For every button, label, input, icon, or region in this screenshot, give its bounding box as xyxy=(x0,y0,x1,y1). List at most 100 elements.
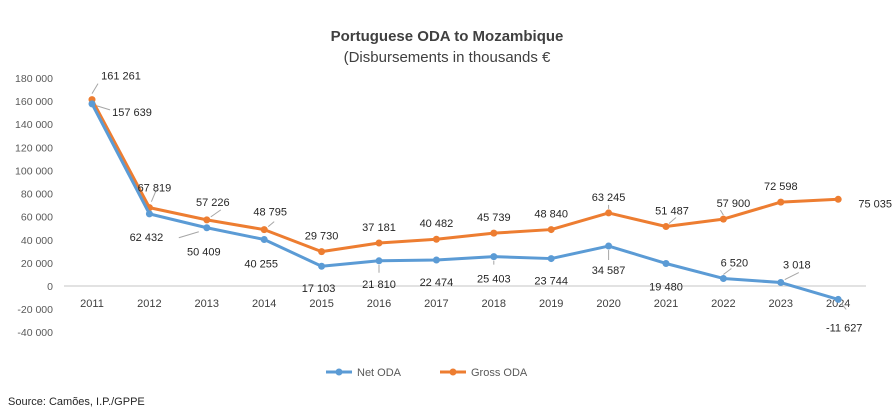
data-label-leader-line xyxy=(840,303,847,310)
gross-oda-point xyxy=(318,248,326,256)
legend-label-gross-oda: Gross ODA xyxy=(471,367,528,379)
data-label-leader-line xyxy=(91,83,99,94)
gross-oda-point xyxy=(777,198,785,206)
net-oda-point xyxy=(662,259,670,267)
y-tick-label: 80 000 xyxy=(21,189,53,201)
gross-oda-data-label: 57 900 xyxy=(717,198,751,210)
net-oda-data-label: 21 810 xyxy=(362,279,396,291)
net-oda-data-label: 157 639 xyxy=(112,107,152,119)
gross-oda-data-label: 67 819 xyxy=(138,183,172,195)
gross-oda-point xyxy=(203,216,211,224)
gross-oda-point xyxy=(260,226,268,234)
net-oda-data-label: 34 587 xyxy=(592,265,626,277)
legend-swatch-marker xyxy=(335,368,343,376)
y-tick-label: 140 000 xyxy=(15,119,53,131)
chart-title: Portuguese ODA to Mozambique xyxy=(331,28,564,45)
gross-oda-data-label: 29 730 xyxy=(305,231,339,243)
net-oda-data-label: -11 627 xyxy=(826,322,863,334)
x-tick-label: 2019 xyxy=(539,298,563,310)
gross-oda-data-label: 75 035 xyxy=(858,198,892,210)
net-oda-point xyxy=(203,224,211,232)
y-tick-label: 60 000 xyxy=(21,212,53,224)
x-tick-label: 2021 xyxy=(654,298,678,310)
x-tick-label: 2023 xyxy=(769,298,793,310)
gross-oda-data-label: 40 482 xyxy=(420,218,454,230)
x-tick-label: 2020 xyxy=(596,298,620,310)
y-tick-label: 0 xyxy=(47,281,53,293)
x-tick-label: 2018 xyxy=(482,298,506,310)
net-oda-point xyxy=(88,100,96,108)
gross-oda-data-label: 57 226 xyxy=(196,197,230,209)
gross-oda-data-label: 51 487 xyxy=(655,206,689,218)
legend-swatch-marker xyxy=(449,368,457,376)
gross-oda-data-label: 45 739 xyxy=(477,212,511,224)
gross-oda-data-label: 48 795 xyxy=(253,207,287,219)
y-tick-label: 120 000 xyxy=(15,142,53,154)
net-oda-data-label: 62 432 xyxy=(130,232,164,244)
net-oda-point xyxy=(432,256,440,264)
net-oda-point xyxy=(375,257,383,265)
net-oda-data-label: 6 520 xyxy=(721,257,749,269)
net-oda-point xyxy=(834,295,842,303)
y-tick-label: -40 000 xyxy=(17,327,53,339)
net-oda-data-label: 50 409 xyxy=(187,247,221,259)
net-oda-data-label: 3 018 xyxy=(783,260,811,272)
net-oda-line xyxy=(90,103,839,301)
x-tick-label: 2012 xyxy=(137,298,161,310)
y-tick-label: -20 000 xyxy=(17,304,53,316)
y-tick-label: 20 000 xyxy=(21,258,53,270)
data-label-leader-line xyxy=(784,272,800,280)
gross-oda-point xyxy=(662,223,670,231)
y-tick-label: 40 000 xyxy=(21,235,53,247)
legend-label-net-oda: Net ODA xyxy=(357,367,402,379)
gross-oda-data-label: 72 598 xyxy=(764,181,798,193)
y-tick-label: 180 000 xyxy=(15,73,53,85)
y-tick-label: 100 000 xyxy=(15,165,53,177)
x-tick-label: 2017 xyxy=(424,298,448,310)
gross-oda-data-label: 48 840 xyxy=(534,209,568,221)
net-oda-point xyxy=(719,274,727,282)
data-label-leader-line xyxy=(719,209,724,216)
gross-oda-point xyxy=(375,239,383,247)
x-tick-label: 2015 xyxy=(309,298,333,310)
x-tick-label: 2022 xyxy=(711,298,735,310)
net-oda-data-label: 17 103 xyxy=(302,283,336,295)
source-note: Source: Camões, I.P./GPPE xyxy=(8,396,145,408)
net-oda-point xyxy=(490,253,498,261)
net-oda-data-label: 25 403 xyxy=(477,274,511,286)
gross-oda-data-label: 161 261 xyxy=(101,71,141,83)
net-oda-data-label: 40 255 xyxy=(244,258,278,270)
gross-oda-data-label: 37 181 xyxy=(362,222,396,234)
net-oda-point xyxy=(547,255,555,263)
net-oda-point xyxy=(318,262,326,270)
net-oda-data-label: 23 744 xyxy=(534,276,568,288)
y-tick-label: 160 000 xyxy=(15,96,53,108)
gross-oda-point xyxy=(490,229,498,237)
data-label-leader-line xyxy=(178,231,199,239)
net-oda-data-label: 22 474 xyxy=(420,277,454,289)
data-label-leader-line xyxy=(96,105,111,111)
data-label-leader-line xyxy=(210,209,222,218)
data-label-leader-line xyxy=(723,268,732,275)
gross-oda-point xyxy=(432,235,440,243)
net-oda-point xyxy=(605,242,613,250)
x-tick-label: 2014 xyxy=(252,298,276,310)
gross-oda-point xyxy=(834,195,842,203)
net-oda-point xyxy=(145,210,153,218)
net-oda-point xyxy=(777,279,785,287)
gross-oda-point xyxy=(719,215,727,223)
data-label-leader-line xyxy=(668,217,677,224)
gross-oda-data-label: 63 245 xyxy=(592,192,626,204)
chart-subtitle: (Disbursements in thousands € xyxy=(344,49,551,66)
data-label-leader-line xyxy=(150,189,157,202)
gross-oda-point xyxy=(605,209,613,217)
x-tick-label: 2016 xyxy=(367,298,391,310)
net-oda-point xyxy=(260,235,268,243)
gross-oda-line xyxy=(90,98,839,254)
x-tick-label: 2011 xyxy=(80,298,104,310)
data-label-leader-line xyxy=(267,221,275,227)
gross-oda-point xyxy=(547,226,555,234)
net-oda-data-label: 19 480 xyxy=(649,281,683,293)
x-tick-label: 2013 xyxy=(195,298,219,310)
